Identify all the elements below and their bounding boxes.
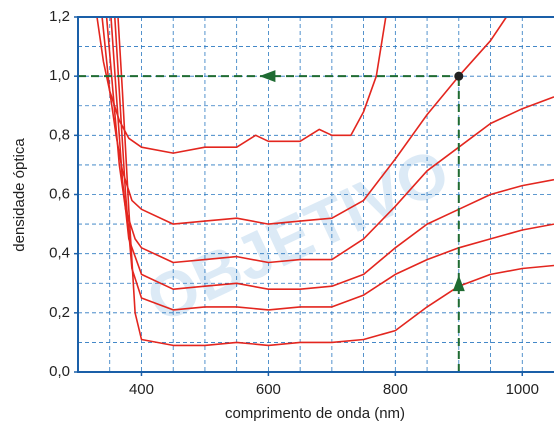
y-tick-label: 1,0 (49, 67, 70, 84)
x-tick-label: 400 (129, 381, 154, 398)
y-tick-label: 0,4 (49, 245, 70, 262)
axis-frame (77, 16, 554, 373)
arrowhead (452, 275, 465, 292)
curve (96, 16, 387, 154)
x-axis-title: comprimento de onda (nm) (225, 405, 405, 422)
y-tick-label: 0,2 (49, 304, 70, 321)
guide-point (454, 71, 464, 81)
curve (117, 16, 554, 347)
arrowhead (259, 70, 276, 83)
x-tick-label: 800 (383, 381, 408, 398)
x-tick-label: 600 (256, 381, 281, 398)
y-tick-label: 1,2 (49, 8, 70, 25)
y-axis-title: densidade óptica (11, 138, 28, 252)
curve (110, 16, 554, 290)
y-tick-label: 0,0 (49, 363, 70, 380)
curve (114, 16, 554, 311)
x-tick-label: 1000 (506, 381, 539, 398)
y-tick-label: 0,8 (49, 126, 70, 143)
y-tick-label: 0,6 (49, 185, 70, 202)
